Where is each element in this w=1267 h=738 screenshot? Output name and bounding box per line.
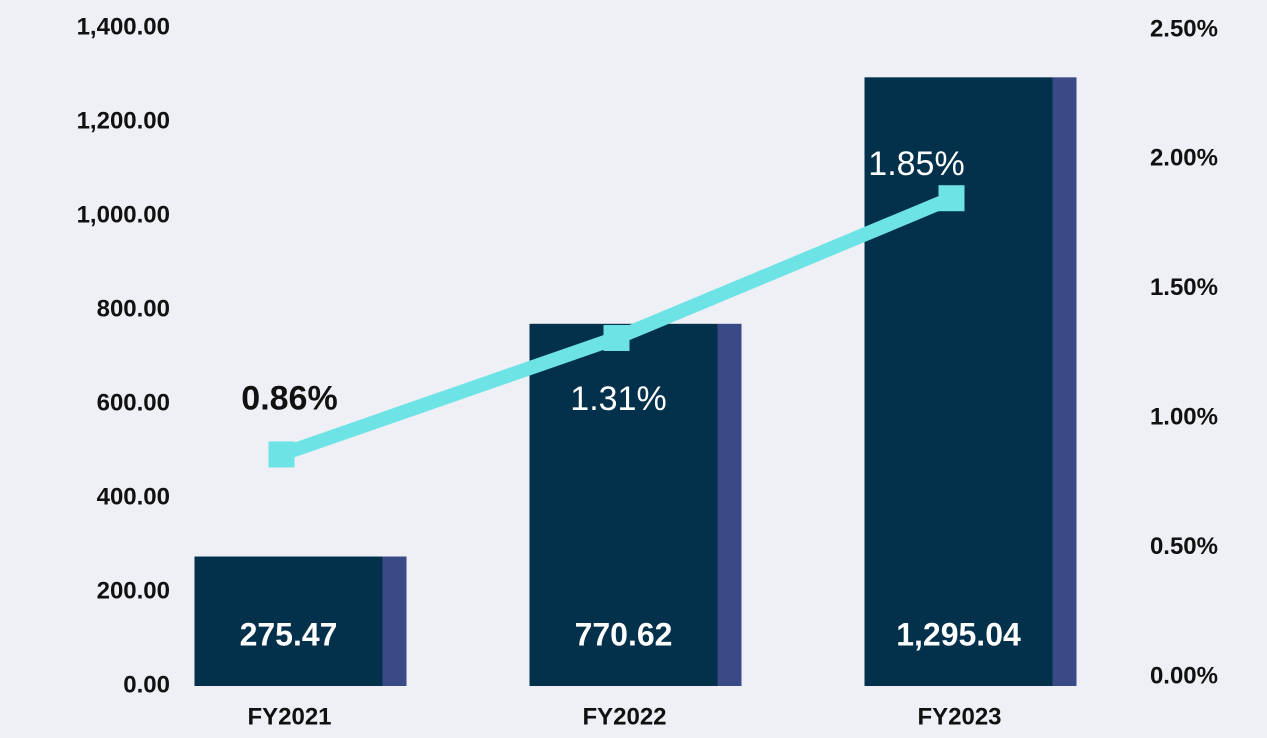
bar-side [1052,77,1077,687]
bar-side [717,323,742,686]
y-tick-label: 200.00 [97,577,170,604]
y2-tick-label: 2.00% [1150,145,1218,172]
y2-tick-label: 2.50% [1150,15,1218,42]
line-value-label: 1.31% [570,380,666,418]
y2-tick-label: 0.00% [1150,662,1218,689]
line-marker [268,441,295,468]
bar [529,323,718,686]
y2-tick-label: 1.50% [1150,274,1218,301]
bar-value-label: 275.47 [240,616,338,652]
y-tick-label: 800.00 [97,295,170,322]
y2-tick-label: 0.50% [1150,533,1218,560]
bar [864,77,1053,687]
line-value-label: 1.85% [868,145,964,183]
x-tick-label: FY2022 [582,703,666,730]
x-tick-label: FY2021 [247,703,331,730]
y-tick-label: 1,200.00 [77,107,170,134]
line-marker [938,185,965,212]
y-tick-label: 0.00 [123,671,170,698]
y-tick-label: 400.00 [97,483,170,510]
line-value-label: 0.86% [241,379,337,417]
x-tick-label: FY2023 [917,703,1001,730]
line-marker [603,324,630,351]
y-tick-label: 600.00 [97,389,170,416]
y-tick-label: 1,000.00 [77,201,170,228]
y2-tick-label: 1.00% [1150,404,1218,431]
bar [194,556,383,686]
bar-value-label: 1,295.04 [896,616,1021,652]
y-tick-label: 1,400.00 [77,13,170,40]
bar-value-label: 770.62 [575,616,673,652]
bar-side [382,556,407,686]
